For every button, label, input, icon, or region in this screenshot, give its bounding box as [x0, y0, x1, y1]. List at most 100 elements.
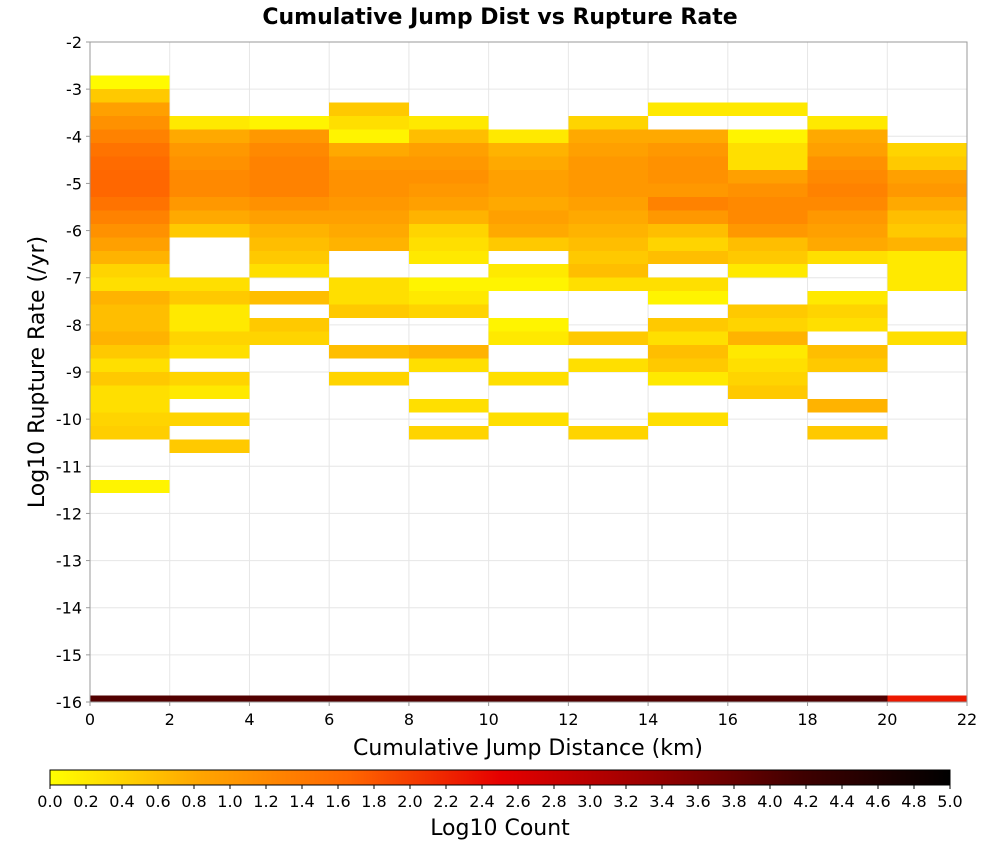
- heatmap-cell: [90, 75, 170, 90]
- heatmap-cell: [488, 210, 569, 224]
- heatmap-cell: [249, 223, 330, 238]
- heatmap-cell: [329, 223, 409, 238]
- heatmap-cell: [807, 291, 888, 305]
- heatmap-cell: [488, 318, 569, 332]
- heatmap-cell: [488, 196, 569, 211]
- y-axis-label: Log10 Rupture Rate (/yr): [25, 236, 50, 508]
- heatmap-cell: [887, 223, 967, 238]
- heatmap-cell: [648, 277, 728, 292]
- heatmap-cell: [887, 695, 967, 702]
- heatmap-cell: [648, 156, 728, 170]
- x-tick-label: 8: [404, 710, 414, 729]
- colorbar-tick-label: 1.8: [361, 792, 386, 811]
- heatmap-cell: [329, 156, 409, 170]
- y-tick-label: -15: [56, 646, 82, 665]
- heatmap-cell: [408, 223, 489, 238]
- heatmap-cell: [648, 169, 728, 184]
- heatmap-cell: [249, 129, 330, 144]
- heatmap-cell: [488, 412, 569, 426]
- heatmap-cell: [90, 143, 170, 157]
- heatmap-cell: [90, 89, 170, 103]
- heatmap-cell: [807, 210, 888, 224]
- colorbar-tick-label: 0.4: [109, 792, 134, 811]
- heatmap-cell: [329, 695, 409, 702]
- heatmap-cell: [408, 425, 489, 440]
- heatmap-cell: [329, 210, 409, 224]
- heatmap-cell: [249, 156, 330, 170]
- heatmap-cell: [568, 196, 649, 211]
- heatmap-cell: [408, 210, 489, 224]
- heatmap-cell: [329, 237, 409, 251]
- heatmap-cell: [648, 412, 728, 426]
- heatmap-cell: [727, 385, 808, 399]
- heatmap-cell: [807, 156, 888, 170]
- colorbar-tick-label: 0.8: [181, 792, 206, 811]
- heatmap-cell: [169, 439, 250, 453]
- heatmap-cell: [488, 143, 569, 157]
- heatmap-cell: [887, 156, 967, 170]
- heatmap-cell: [887, 183, 967, 197]
- heatmap-cell: [90, 385, 170, 399]
- heatmap-cell: [169, 318, 250, 332]
- heatmap-cell: [169, 196, 250, 211]
- heatmap-cell: [807, 169, 888, 184]
- heatmap-cell: [807, 425, 888, 440]
- heatmap-cell: [90, 277, 170, 292]
- heatmap-cell: [488, 237, 569, 251]
- heatmap-cell: [408, 277, 489, 292]
- heatmap-cell: [648, 102, 728, 117]
- heatmap-cell: [568, 358, 649, 372]
- heatmap-cell: [727, 210, 808, 224]
- x-tick-label: 16: [718, 710, 738, 729]
- heatmap-cell: [169, 116, 250, 130]
- heatmap-cell: [329, 183, 409, 197]
- colorbar-tick-label: 0.2: [73, 792, 98, 811]
- x-tick-label: 0: [85, 710, 95, 729]
- heatmap-cell: [90, 318, 170, 332]
- heatmap-cell: [568, 250, 649, 265]
- heatmap-cell: [648, 237, 728, 251]
- heatmap-cell: [887, 331, 967, 346]
- heatmap-cell: [408, 358, 489, 372]
- heatmap-cells: [90, 75, 967, 702]
- colorbar-tick-label: 4.0: [757, 792, 782, 811]
- heatmap-cell: [568, 277, 649, 292]
- heatmap-cell: [727, 331, 808, 346]
- heatmap-cell: [329, 143, 409, 157]
- colorbar-tick-label: 3.0: [577, 792, 602, 811]
- heatmap-cell: [727, 264, 808, 278]
- heatmap-cell: [329, 277, 409, 292]
- colorbar-tick-label: 0.0: [37, 792, 62, 811]
- heatmap-cell: [648, 250, 728, 265]
- heatmap-cell: [408, 143, 489, 157]
- colorbar-tick-label: 4.6: [865, 792, 890, 811]
- heatmap-cell: [807, 223, 888, 238]
- heatmap-cell: [329, 102, 409, 117]
- heatmap-cell: [568, 425, 649, 440]
- colorbar-tick-label: 3.2: [613, 792, 638, 811]
- heatmap-cell: [90, 196, 170, 211]
- colorbar-tick-label: 5.0: [937, 792, 962, 811]
- heatmap-cell: [408, 196, 489, 211]
- heatmap-cell: [648, 345, 728, 359]
- heatmap-cell: [807, 143, 888, 157]
- heatmap-cell: [249, 695, 330, 702]
- heatmap-cell: [727, 156, 808, 170]
- heatmap-cell: [727, 358, 808, 372]
- colorbar-tick-label: 3.8: [721, 792, 746, 811]
- heatmap-cell: [727, 250, 808, 265]
- heatmap-cell: [249, 196, 330, 211]
- heatmap-cell: [169, 291, 250, 305]
- heatmap-cell: [408, 116, 489, 130]
- heatmap-cell: [648, 129, 728, 144]
- heatmap-cell: [727, 129, 808, 144]
- x-axis-label: Cumulative Jump Distance (km): [353, 736, 703, 761]
- heatmap-cell: [887, 277, 967, 292]
- heatmap-cell: [807, 398, 888, 413]
- heatmap-cell: [887, 250, 967, 265]
- heatmap-cell: [90, 116, 170, 130]
- heatmap-cell: [727, 304, 808, 319]
- colorbar-tick-label: 3.6: [685, 792, 710, 811]
- heatmap-cell: [727, 196, 808, 211]
- heatmap-cell: [727, 183, 808, 197]
